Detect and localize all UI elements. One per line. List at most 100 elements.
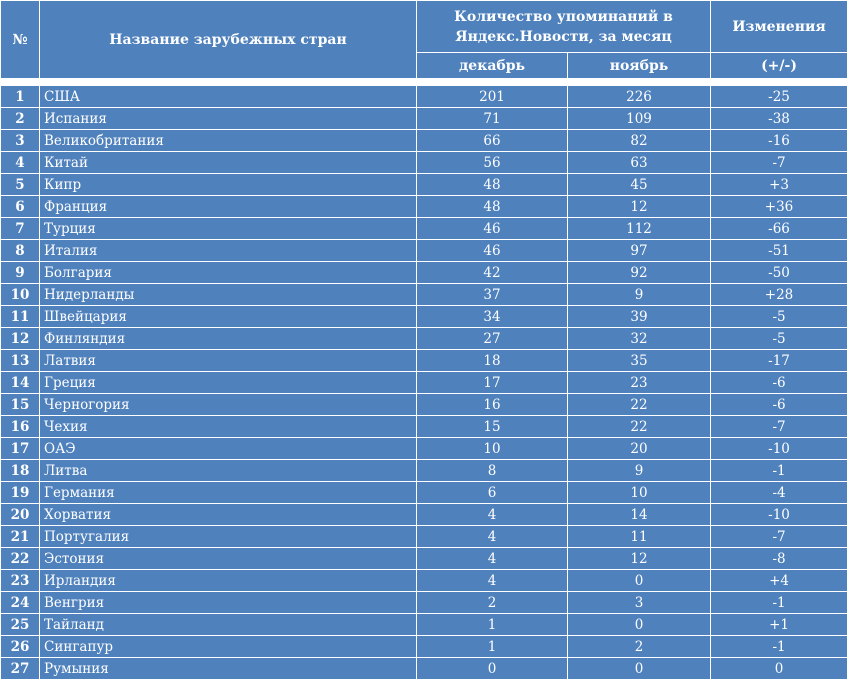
december-count: 6 (416, 481, 568, 504)
country-name: Литва (39, 459, 417, 482)
country-name: Нидерланды (39, 283, 417, 306)
country-name: Венгрия (39, 591, 417, 614)
table-row: 3 Великобритания 66 82 -16 (0, 129, 848, 152)
row-number: 3 (0, 129, 40, 152)
header-november: ноябрь (566, 52, 712, 79)
table-row: 17 ОАЭ 10 20 -10 (0, 437, 848, 460)
row-number: 14 (0, 371, 40, 394)
november-count: 82 (566, 129, 712, 152)
december-count: 66 (416, 129, 568, 152)
row-number: 2 (0, 107, 40, 130)
country-name: Италия (39, 239, 417, 262)
november-count: 10 (566, 481, 712, 504)
november-count: 3 (566, 591, 712, 614)
header-row-top: № Название зарубежных стран Количество у… (0, 0, 848, 79)
november-count: 0 (566, 569, 712, 592)
november-count: 0 (566, 657, 712, 680)
table-row: 27 Румыния 0 0 0 (0, 657, 848, 680)
country-name: Франция (39, 195, 417, 218)
table-row: 5 Кипр 48 45 +3 (0, 173, 848, 196)
change-value: -25 (710, 85, 848, 108)
country-name: Испания (39, 107, 417, 130)
row-number: 6 (0, 195, 40, 218)
november-count: 20 (566, 437, 712, 460)
table-row: 22 Эстония 4 12 -8 (0, 547, 848, 570)
header-change-sign: (+/-) (710, 52, 848, 79)
table-row: 15 Черногория 16 22 -6 (0, 393, 848, 416)
row-number: 12 (0, 327, 40, 350)
table-body: 1 США 201 226 -25 2 Испания 71 109 -38 3 Великобрит… (0, 85, 848, 680)
row-number: 13 (0, 349, 40, 372)
row-number: 18 (0, 459, 40, 482)
november-count: 14 (566, 503, 712, 526)
november-count: 109 (566, 107, 712, 130)
row-number: 27 (0, 657, 40, 680)
table-row: 10 Нидерланды 37 9 +28 (0, 283, 848, 306)
november-count: 112 (566, 217, 712, 240)
november-count: 9 (566, 283, 712, 306)
table-row: 14 Греция 17 23 -6 (0, 371, 848, 394)
change-value: -5 (710, 305, 848, 328)
country-name: Китай (39, 151, 417, 174)
december-count: 17 (416, 371, 568, 394)
december-count: 15 (416, 415, 568, 438)
december-count: 42 (416, 261, 568, 284)
change-value: -5 (710, 327, 848, 350)
country-name: Германия (39, 481, 417, 504)
december-count: 27 (416, 327, 568, 350)
country-name: Финляндия (39, 327, 417, 350)
country-name: Румыния (39, 657, 417, 680)
row-number: 7 (0, 217, 40, 240)
row-number: 1 (0, 85, 40, 108)
country-name: Болгария (39, 261, 417, 284)
country-name: Черногория (39, 393, 417, 416)
row-number: 9 (0, 261, 40, 284)
row-number: 10 (0, 283, 40, 306)
change-value: -17 (710, 349, 848, 372)
row-number: 15 (0, 393, 40, 416)
december-count: 46 (416, 239, 568, 262)
november-count: 63 (566, 151, 712, 174)
change-value: +36 (710, 195, 848, 218)
header-spacer (0, 78, 848, 86)
november-count: 2 (566, 635, 712, 658)
november-count: 23 (566, 371, 712, 394)
november-count: 9 (566, 459, 712, 482)
row-number: 8 (0, 239, 40, 262)
december-count: 1 (416, 635, 568, 658)
november-count: 0 (566, 613, 712, 636)
row-number: 20 (0, 503, 40, 526)
december-count: 10 (416, 437, 568, 460)
table-row: 25 Тайланд 1 0 +1 (0, 613, 848, 636)
december-count: 2 (416, 591, 568, 614)
country-name: Греция (39, 371, 417, 394)
change-value: -50 (710, 261, 848, 284)
november-count: 226 (566, 85, 712, 108)
table-row: 9 Болгария 42 92 -50 (0, 261, 848, 284)
november-count: 11 (566, 525, 712, 548)
december-count: 4 (416, 569, 568, 592)
december-count: 37 (416, 283, 568, 306)
november-count: 92 (566, 261, 712, 284)
change-value: -10 (710, 437, 848, 460)
november-count: 97 (566, 239, 712, 262)
change-value: -8 (710, 547, 848, 570)
table-row: 21 Португалия 4 11 -7 (0, 525, 848, 548)
december-count: 34 (416, 305, 568, 328)
change-value: -7 (710, 415, 848, 438)
table-row: 19 Германия 6 10 -4 (0, 481, 848, 504)
row-number: 26 (0, 635, 40, 658)
december-count: 4 (416, 547, 568, 570)
change-value: -6 (710, 393, 848, 416)
change-value: +4 (710, 569, 848, 592)
table-row: 23 Ирландия 4 0 +4 (0, 569, 848, 592)
december-count: 0 (416, 657, 568, 680)
row-number: 24 (0, 591, 40, 614)
country-name: Латвия (39, 349, 417, 372)
change-value: -10 (710, 503, 848, 526)
table-row: 24 Венгрия 2 3 -1 (0, 591, 848, 614)
table-row: 16 Чехия 15 22 -7 (0, 415, 848, 438)
change-value: -66 (710, 217, 848, 240)
header-mentions: Количество упоминаний в Яндекс.Новости, … (415, 0, 712, 53)
country-name: Великобритания (39, 129, 417, 152)
